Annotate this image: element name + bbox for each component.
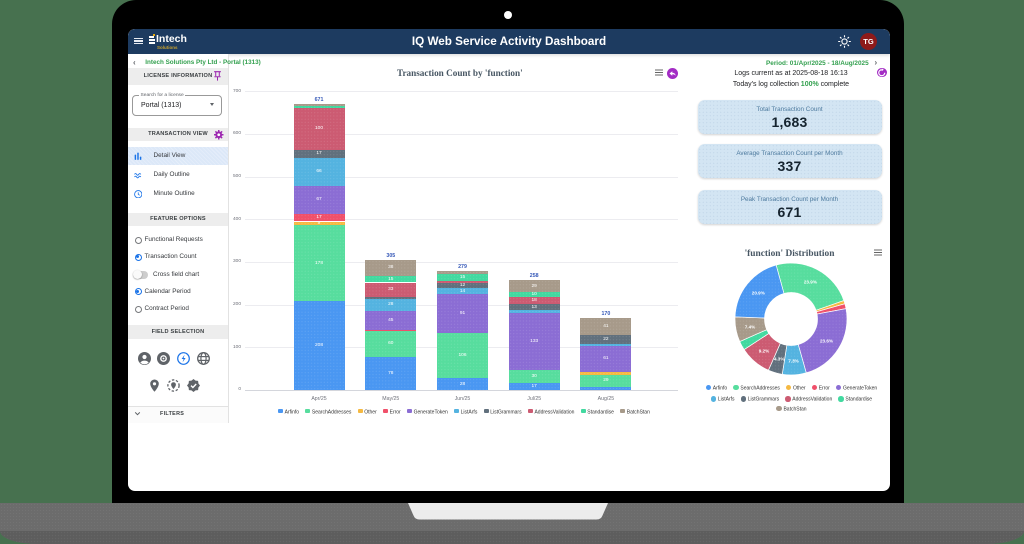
svg-text:7.3%: 7.3% xyxy=(788,358,798,363)
svg-text:20.9%: 20.9% xyxy=(752,291,765,296)
svg-text:7.4%: 7.4% xyxy=(745,324,755,329)
svg-text:23.6%: 23.6% xyxy=(820,339,833,344)
svg-text:9.2%: 9.2% xyxy=(759,348,769,353)
svg-text:4.3%: 4.3% xyxy=(774,357,784,362)
svg-text:23.9%: 23.9% xyxy=(804,280,817,285)
